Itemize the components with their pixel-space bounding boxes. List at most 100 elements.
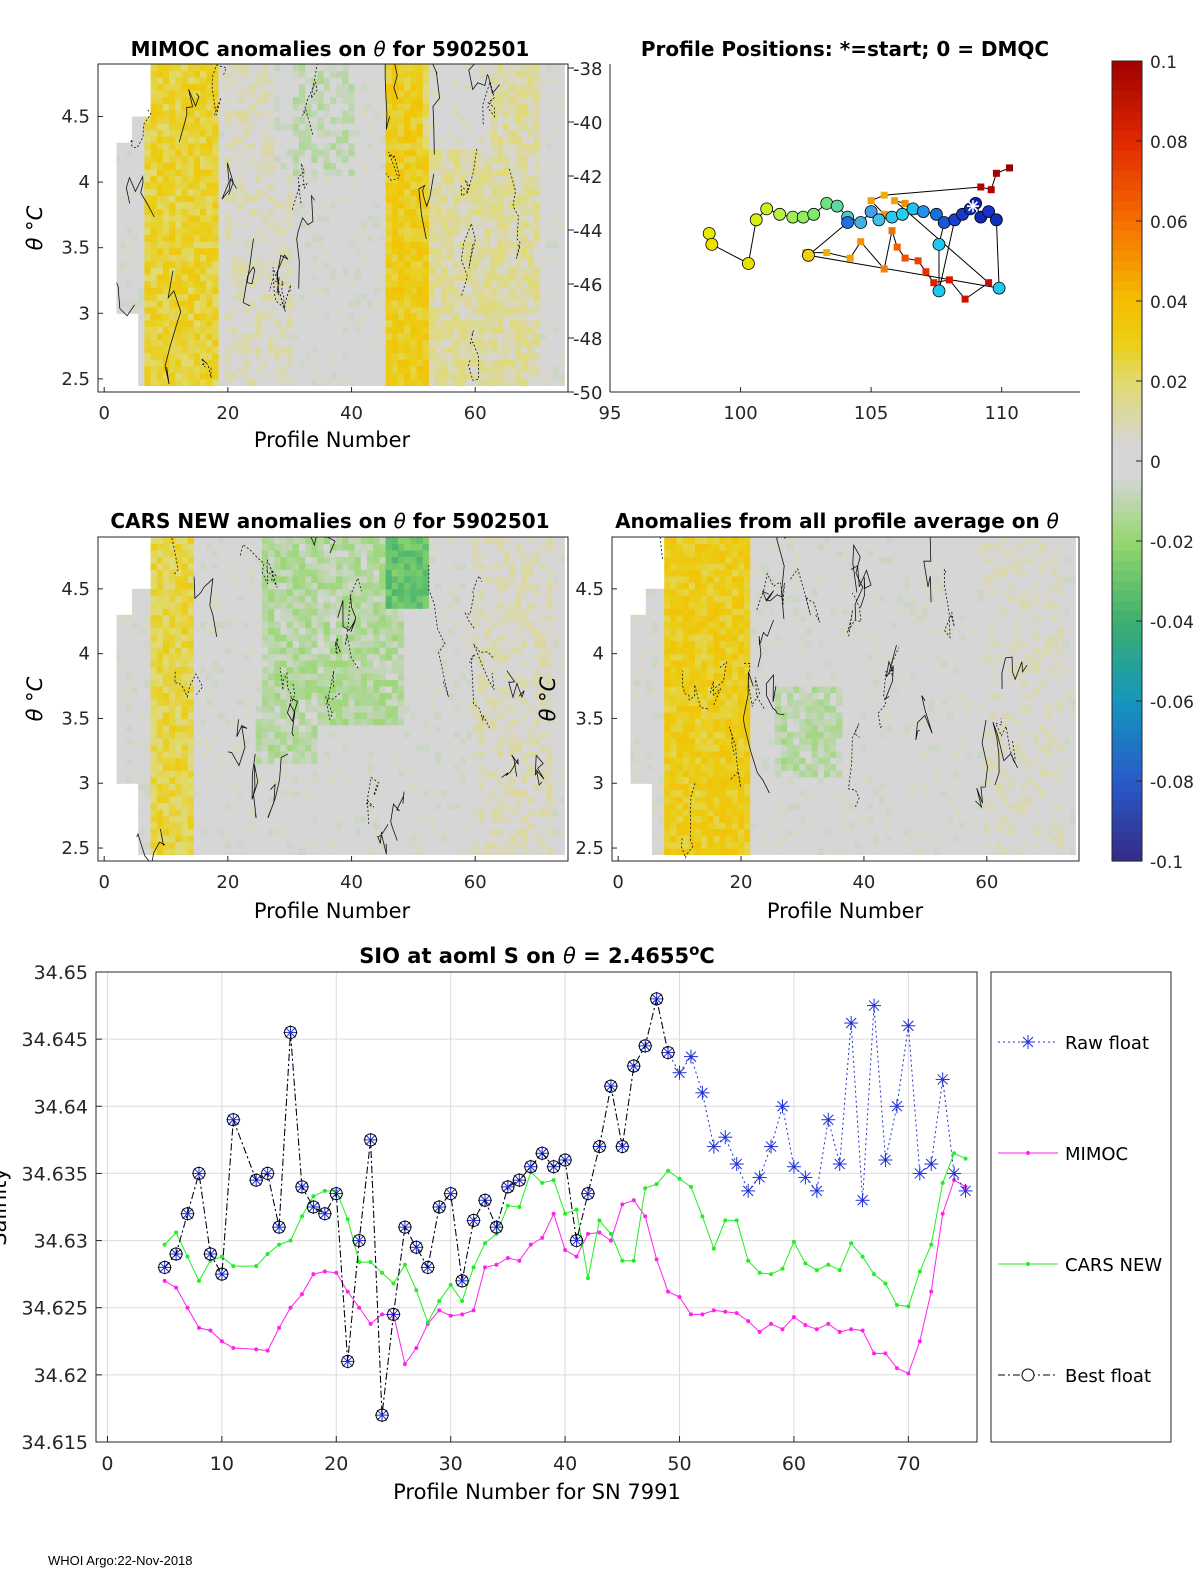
heatmap-cell: [515, 365, 523, 373]
heatmap-cell: [329, 254, 337, 262]
heatmap-cell: [144, 169, 152, 177]
heatmap-cell: [150, 333, 158, 341]
heatmap-cell: [496, 208, 504, 216]
heatmap-cell: [125, 673, 133, 681]
dmqc-point: [820, 196, 834, 210]
heatmap-cell: [527, 64, 535, 72]
heatmap-cell: [490, 359, 498, 367]
heatmap-cell: [243, 319, 250, 327]
heatmap-cell: [150, 83, 158, 91]
heatmap-cell: [422, 247, 430, 255]
heatmap-cell: [540, 287, 547, 295]
heatmap-cell: [354, 129, 362, 137]
heatmap-cell: [428, 267, 436, 275]
heatmap-cell: [490, 228, 498, 236]
heatmap-cell: [472, 306, 479, 314]
colorbar-cell: [1112, 511, 1142, 522]
heatmap-cell: [181, 96, 189, 104]
heatmap-cell: [546, 280, 554, 288]
heatmap-cell: [397, 280, 405, 288]
profile-point: [880, 265, 888, 273]
heatmap-cell: [534, 129, 541, 137]
heatmap-cell: [459, 359, 467, 367]
heatmap-cell: [113, 182, 121, 190]
heatmap-cell: [274, 293, 281, 301]
heatmap-cell: [218, 724, 226, 732]
heatmap-cell: [132, 221, 139, 229]
heatmap-cell: [373, 208, 380, 216]
heatmap-cell: [206, 634, 213, 642]
heatmap-cell: [478, 96, 485, 104]
heatmap-cell: [299, 195, 306, 203]
heatmap-cell: [404, 96, 411, 104]
heatmap-cell: [249, 188, 257, 196]
heatmap-cell: [144, 621, 152, 629]
heatmap-cell: [428, 175, 436, 183]
heatmap-cell: [360, 306, 368, 314]
heatmap-cell: [490, 234, 498, 242]
heatmap-cell: [156, 247, 164, 255]
heatmap-cell: [416, 109, 424, 117]
heatmap-cell: [169, 666, 176, 674]
heatmap-cell: [503, 254, 510, 262]
heatmap-cell: [175, 828, 182, 836]
heatmap-cell: [206, 109, 213, 117]
heatmap-cell: [329, 300, 337, 308]
heatmap-cell: [484, 214, 492, 222]
heatmap-cell: [280, 70, 288, 78]
heatmap-cell: [237, 175, 244, 183]
heatmap-cell: [274, 352, 281, 360]
heatmap-cell: [348, 339, 356, 347]
heatmap-cell: [218, 815, 226, 823]
heatmap-cell: [441, 123, 448, 131]
heatmap-cell: [181, 744, 189, 752]
heatmap-cell: [224, 214, 232, 222]
heatmap-cell: [212, 129, 220, 137]
heatmap-cell: [422, 64, 430, 72]
heatmap-cell: [490, 103, 498, 111]
heatmap-cell: [187, 556, 195, 564]
heatmap-cell: [200, 802, 207, 810]
heatmap-cell: [162, 70, 170, 78]
heatmap-cell: [478, 162, 485, 170]
heatmap-cell: [181, 273, 189, 281]
heatmap-cell: [144, 776, 152, 784]
heatmap-cell: [484, 339, 492, 347]
heatmap-cell: [472, 96, 479, 104]
heatmap-cell: [354, 96, 362, 104]
heatmap-cell: [422, 90, 430, 98]
heatmap-cell: [249, 550, 257, 557]
heatmap-cell: [496, 372, 504, 380]
colorbar-cell: [1112, 61, 1142, 72]
heatmap-cell: [150, 796, 158, 804]
heatmap-cell: [138, 705, 145, 713]
heatmap-cell: [181, 70, 189, 78]
heatmap-cell: [323, 175, 331, 183]
heatmap-cell: [212, 169, 220, 177]
heatmap-cell: [193, 757, 201, 765]
colorbar-cell: [1112, 251, 1142, 262]
heatmap-cell: [113, 241, 121, 249]
heatmap-cell: [237, 673, 244, 681]
heatmap-cell: [509, 155, 516, 163]
x-tick-label: 100: [723, 403, 757, 424]
heatmap-cell: [509, 103, 516, 111]
heatmap-cell: [187, 776, 195, 784]
heatmap-cell: [416, 208, 424, 216]
heatmap-cell: [175, 550, 182, 557]
heatmap-cell: [496, 352, 504, 360]
heatmap-cell: [169, 601, 176, 609]
heatmap-cell: [144, 339, 152, 347]
heatmap-cell: [472, 319, 479, 327]
heatmap-cell: [422, 77, 430, 85]
heatmap-cell: [261, 83, 269, 91]
heatmap-cell: [224, 653, 232, 661]
heatmap-cell: [354, 90, 362, 98]
heatmap-cell: [144, 653, 152, 661]
heatmap-cell: [156, 90, 164, 98]
heatmap-cell: [558, 333, 566, 341]
heatmap-cell: [237, 293, 244, 301]
heatmap-cell: [187, 129, 195, 137]
heatmap-cell: [224, 537, 232, 544]
heatmap-cell: [132, 712, 139, 719]
